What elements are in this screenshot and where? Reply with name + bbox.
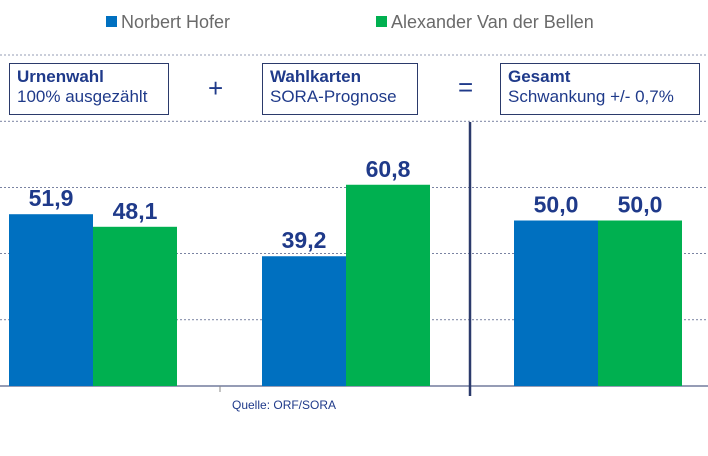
box-gesamt-title: Gesamt: [508, 67, 571, 86]
data-label-hofer-1: 39,2: [282, 227, 327, 253]
data-label-hofer-0: 51,9: [29, 185, 74, 211]
legend: Norbert Hofer Alexander Van der Bellen: [0, 12, 708, 36]
data-label-vdb-2: 50,0: [618, 192, 663, 218]
axes: [219, 122, 472, 396]
box-wahlkarten: Wahlkarten SORA-Prognose: [262, 63, 418, 115]
box-gesamt: Gesamt Schwankung +/- 0,7%: [500, 63, 700, 115]
box-urnenwahl-title: Urnenwahl: [17, 67, 104, 86]
plus-operator: +: [208, 73, 224, 103]
legend-swatch-hofer: [106, 16, 117, 27]
data-label-hofer-2: 50,0: [534, 192, 579, 218]
data-label-vdb-1: 60,8: [366, 156, 411, 182]
bar-hofer-1: [262, 256, 346, 386]
box-wahlkarten-title: Wahlkarten: [270, 67, 362, 86]
box-gesamt-subtitle: Schwankung +/- 0,7%: [508, 87, 674, 106]
box-urnenwahl: Urnenwahl 100% ausgezählt: [9, 63, 169, 115]
bar-vdb-2: [598, 220, 682, 386]
bars: [9, 184, 682, 386]
box-wahlkarten-subtitle: SORA-Prognose: [270, 87, 397, 106]
legend-item-hofer: Norbert Hofer: [106, 12, 230, 33]
bar-vdb-0: [93, 226, 177, 386]
legend-item-vdb: Alexander Van der Bellen: [376, 12, 594, 33]
source-note: Quelle: ORF/SORA: [232, 398, 337, 412]
equals-operator: =: [458, 72, 474, 102]
bar-hofer-0: [9, 214, 93, 386]
box-urnenwahl-subtitle: 100% ausgezählt: [17, 87, 148, 106]
bar-vdb-1: [346, 184, 430, 386]
legend-label-hofer: Norbert Hofer: [121, 12, 231, 32]
legend-swatch-vdb: [376, 16, 387, 27]
data-labels: 51,9 39,2 50,0 48,1 60,8 50,0: [29, 156, 663, 253]
legend-label-vdb: Alexander Van der Bellen: [391, 12, 594, 32]
bar-hofer-2: [514, 220, 598, 386]
data-label-vdb-0: 48,1: [113, 198, 158, 224]
